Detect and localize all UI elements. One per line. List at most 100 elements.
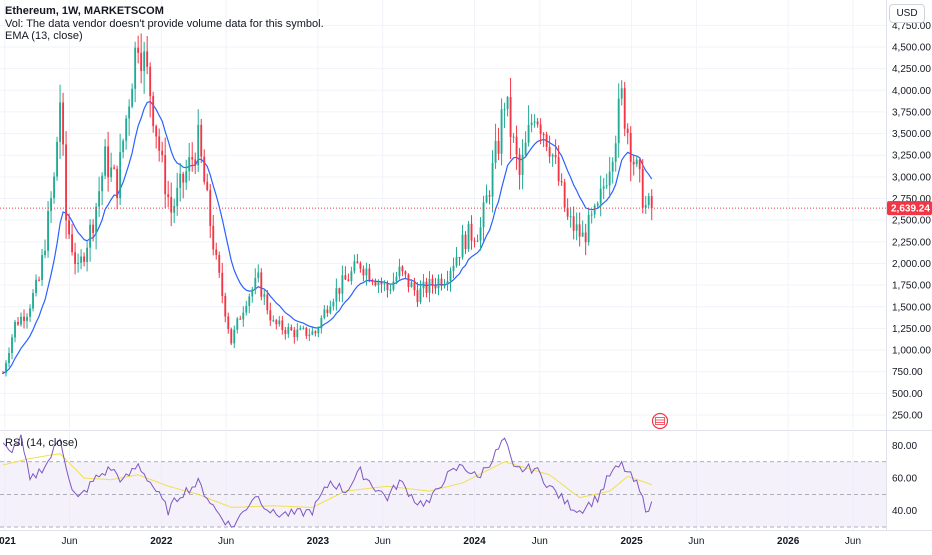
candle-body — [593, 205, 596, 215]
candle-body — [80, 256, 83, 263]
candle-body — [602, 186, 605, 189]
candle-body — [146, 51, 149, 67]
candle-body — [482, 202, 485, 228]
time-tick-label: 2025 — [620, 536, 643, 547]
flag-icon — [651, 412, 669, 430]
candle-body — [458, 257, 461, 259]
candle-body — [230, 329, 233, 344]
price-tick-label: 2,750.00 — [892, 194, 931, 205]
candle-body — [224, 296, 227, 317]
candle-body — [140, 52, 143, 71]
candle-body — [308, 334, 311, 336]
candle-body — [464, 234, 467, 250]
candle-body — [272, 320, 275, 322]
candle-body — [479, 227, 482, 241]
symbol-title[interactable]: Ethereum, 1W, MARKETSCOM — [5, 5, 164, 17]
candle-body — [350, 271, 353, 281]
time-tick-label: 2022 — [150, 536, 173, 547]
candle-body — [29, 308, 31, 317]
candle-body — [290, 327, 293, 331]
candle-body — [605, 185, 608, 187]
candle-body — [533, 121, 536, 123]
candle-body — [485, 195, 488, 203]
candle-body — [5, 363, 7, 374]
price-tick-label: 3,750.00 — [892, 107, 931, 118]
candle-body — [623, 88, 626, 129]
candle-body — [617, 98, 620, 144]
candle-body — [95, 206, 98, 233]
candle-body — [164, 155, 167, 195]
candle-body — [89, 224, 92, 248]
candle-body — [44, 250, 46, 256]
candle-body — [353, 261, 356, 272]
candle-body — [404, 271, 407, 275]
candle-body — [113, 167, 116, 169]
candle-body — [401, 266, 404, 272]
time-tick-label: 2026 — [777, 536, 800, 547]
candle-body — [431, 278, 434, 286]
candle-body — [269, 310, 272, 321]
candle-body — [125, 118, 128, 141]
candle-body — [596, 203, 599, 206]
candle-body — [71, 234, 74, 253]
candle-body — [377, 282, 380, 286]
candle-body — [245, 305, 248, 313]
candle-body — [359, 263, 362, 269]
candle-body — [491, 162, 494, 197]
candle-body — [323, 309, 326, 318]
candle-body — [428, 278, 431, 293]
currency-button[interactable]: USD — [889, 4, 925, 23]
candle-body — [122, 140, 125, 153]
candle-body — [566, 207, 569, 217]
candle-body — [518, 154, 521, 175]
time-tick-label: Jun — [218, 536, 234, 547]
candle-body — [437, 278, 440, 289]
candle-body — [257, 272, 260, 279]
candle-body — [461, 234, 464, 258]
price-tick-label: 3,250.00 — [892, 151, 931, 162]
candle-body — [116, 168, 119, 199]
candle-body — [590, 214, 593, 216]
candle-body — [281, 320, 284, 330]
candle-body — [59, 102, 61, 142]
candle-body — [155, 126, 158, 137]
candle-body — [446, 280, 449, 285]
candle-body — [68, 220, 71, 235]
candle-body — [242, 312, 245, 320]
candle-body — [83, 256, 86, 262]
candle-body — [284, 329, 287, 334]
flag-icon-body — [655, 417, 665, 425]
candle-body — [158, 136, 161, 151]
candle-body — [644, 204, 647, 208]
candle-body — [233, 329, 236, 344]
price-tick-label: 4,250.00 — [892, 64, 931, 75]
rsi-ma-line — [2, 453, 652, 508]
candle-body — [635, 159, 638, 165]
candle-body — [101, 175, 104, 192]
candle-body — [296, 329, 299, 338]
candle-body — [263, 294, 266, 297]
candle-body — [278, 320, 281, 325]
candle-body — [470, 223, 473, 241]
candle-body — [371, 280, 374, 282]
time-tick-label: Jun — [61, 536, 77, 547]
time-tick-label: 2021 — [0, 536, 16, 547]
candle-body — [620, 88, 623, 99]
candle-body — [65, 144, 68, 221]
candle-body — [647, 196, 650, 205]
price-tick-label: 1,000.00 — [892, 346, 931, 357]
rsi-legend[interactable]: RSI (14, close) — [5, 437, 78, 449]
price-tick-label: 250.00 — [892, 411, 923, 422]
candle-body — [305, 327, 308, 336]
candle-body — [425, 281, 428, 293]
candle-body — [554, 154, 557, 158]
candle-body — [410, 282, 413, 287]
candle-body — [530, 122, 533, 125]
price-tick-label: 4,500.00 — [892, 42, 931, 53]
rsi-tick-label: 40.00 — [892, 506, 917, 517]
candle-body — [98, 191, 101, 207]
ema-legend[interactable]: EMA (13, close) — [5, 30, 83, 42]
candle-body — [212, 225, 215, 250]
